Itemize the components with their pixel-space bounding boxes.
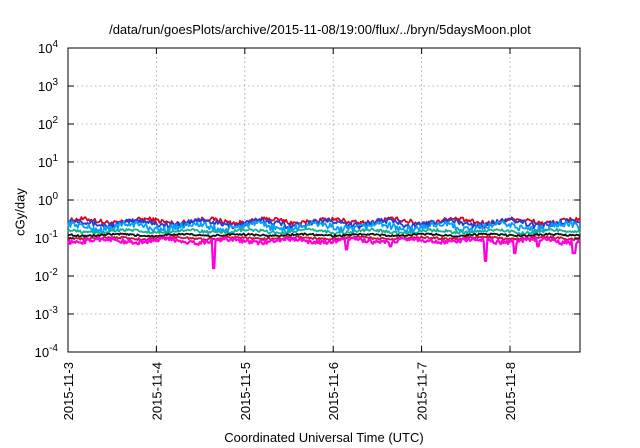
y-tick-label: 10-2 [35,267,59,284]
y-tick-label: 100 [38,191,58,208]
x-tick-label: 2015-11-5 [238,362,253,420]
y-tick-label: 101 [38,153,58,170]
y-tick-label: 10-4 [35,343,59,360]
x-tick-label: 2015-11-7 [415,362,430,420]
series-line [66,236,581,270]
x-tick-label: 2015-11-4 [149,362,164,420]
y-tick-label: 104 [38,39,58,56]
x-tick-label: 2015-11-6 [326,362,341,420]
series-line [67,232,581,238]
y-tick-label: 102 [38,115,58,132]
series-line [67,227,581,236]
chart-title: /data/run/goesPlots/archive/2015-11-08/1… [109,22,531,37]
x-axis-label: Coordinated Universal Time (UTC) [224,430,424,445]
x-axis-ticks: 2015-11-3 2015-11-4 2015-11-5 2015-11-6 2015… [61,48,518,420]
y-axis-ticks: 10-4 10-3 10-2 10-1 100 101 102 103 104 [35,39,580,360]
grid-lines [68,48,580,352]
series-line [67,217,581,230]
x-tick-label: 2015-11-3 [61,362,76,420]
y-tick-label: 10-1 [35,229,59,246]
x-tick-label: 2015-11-8 [503,362,518,420]
y-tick-label: 10-3 [35,305,59,322]
y-tick-label: 103 [38,77,58,94]
series-line [67,235,581,242]
series-layer [66,216,581,270]
